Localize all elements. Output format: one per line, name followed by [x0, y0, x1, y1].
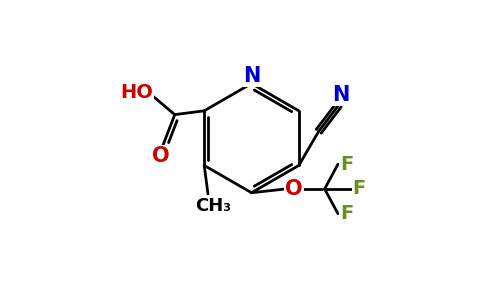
Text: F: F — [340, 155, 353, 174]
Text: N: N — [333, 85, 350, 105]
Text: N: N — [243, 66, 260, 86]
Text: F: F — [340, 204, 353, 223]
Text: F: F — [353, 179, 366, 198]
Text: HO: HO — [121, 83, 153, 102]
Text: O: O — [151, 146, 169, 166]
Text: O: O — [286, 179, 303, 199]
Text: CH₃: CH₃ — [195, 197, 231, 215]
